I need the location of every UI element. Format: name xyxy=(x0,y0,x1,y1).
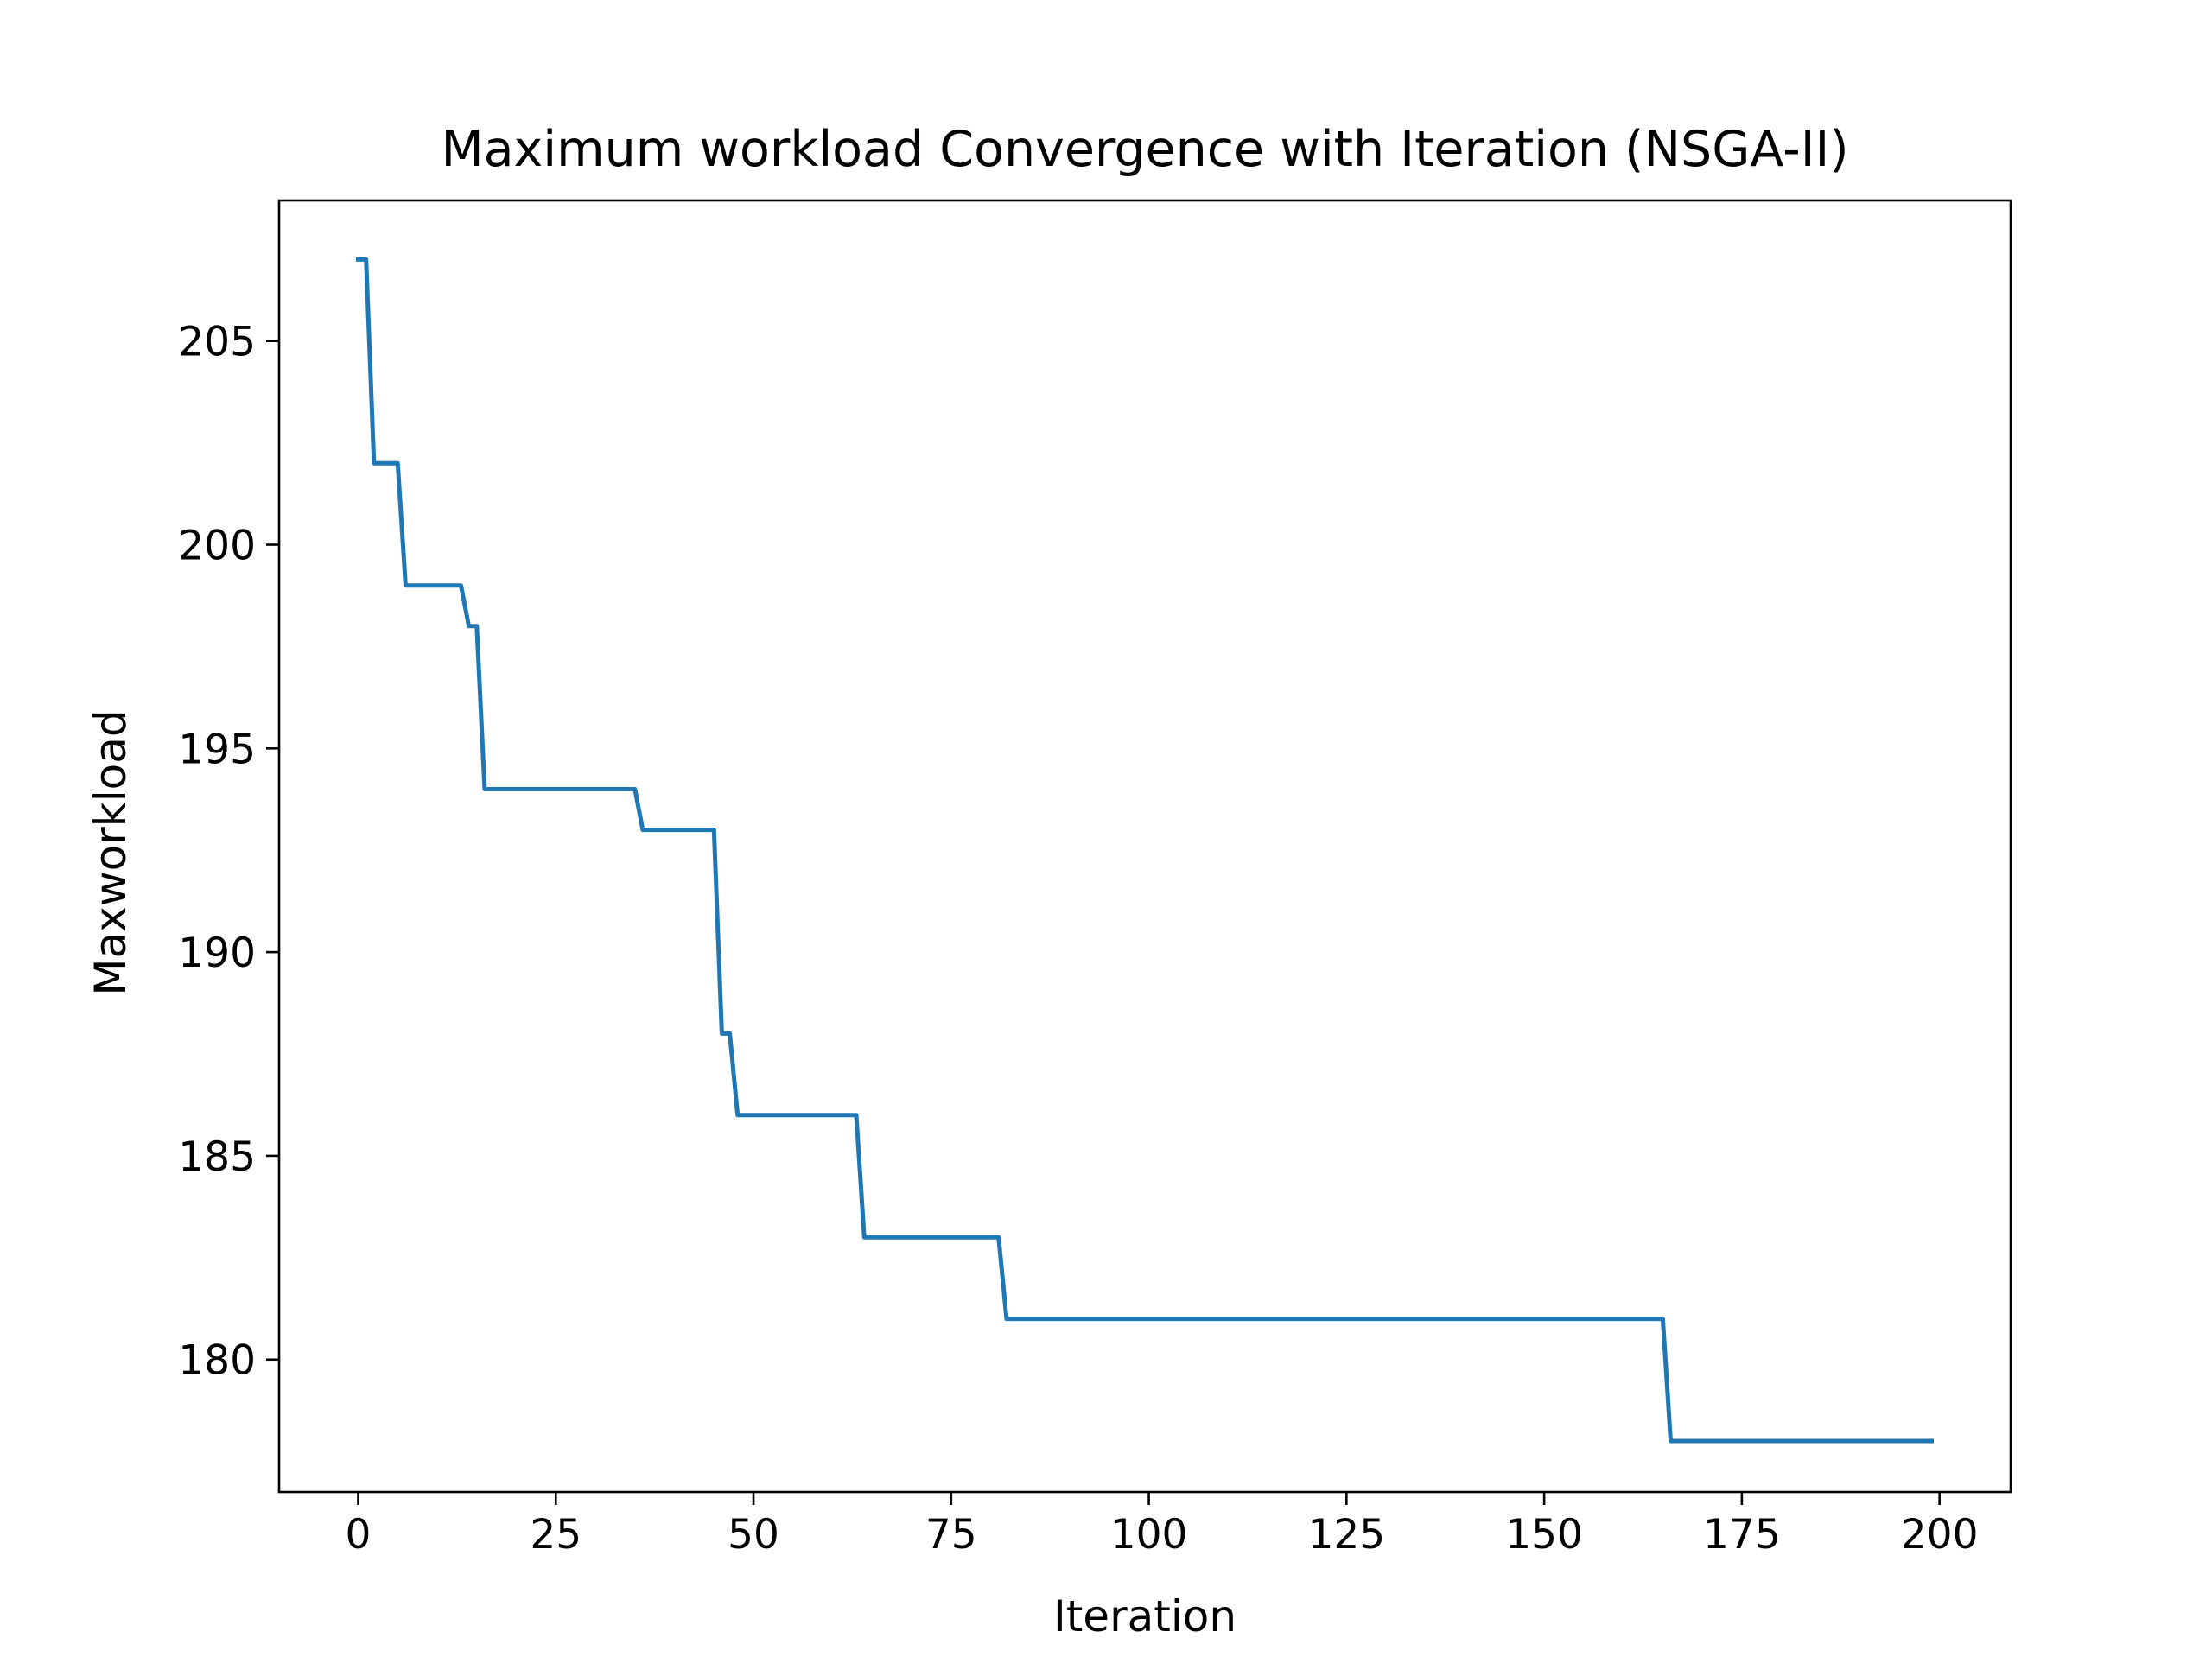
x-tick-label-175: 175 xyxy=(1703,1511,1781,1558)
x-tick-label-50: 50 xyxy=(728,1511,779,1558)
y-tick-label-180: 180 xyxy=(178,1337,256,1385)
x-tick-label-25: 25 xyxy=(530,1511,582,1558)
plot-area: 0 25 50 75 100 125 150 175 200 180 185 190 195 200 205 xyxy=(178,199,2012,1558)
series-line-0 xyxy=(356,257,1934,1444)
y-tick-label-190: 190 xyxy=(178,930,256,977)
x-tick-label-125: 125 xyxy=(1307,1511,1385,1558)
x-tick-label-150: 150 xyxy=(1505,1511,1583,1558)
x-tick-label-75: 75 xyxy=(925,1511,977,1558)
x-tick-label-100: 100 xyxy=(1110,1511,1188,1558)
axes-frame xyxy=(277,199,2012,1494)
y-tick-label-185: 185 xyxy=(178,1133,256,1181)
y-axis-label: Maxworkload xyxy=(86,709,136,995)
y-tick-label-205: 205 xyxy=(178,319,256,366)
x-axis-label: Iteration xyxy=(1053,1591,1236,1641)
y-tick-label-195: 195 xyxy=(178,726,256,773)
x-tick-label-200: 200 xyxy=(1901,1511,1979,1558)
x-tick-label-0: 0 xyxy=(346,1511,372,1558)
chart-title: Maximum workload Convergence with Iterat… xyxy=(441,121,1848,178)
y-tick-label-200: 200 xyxy=(178,523,256,570)
